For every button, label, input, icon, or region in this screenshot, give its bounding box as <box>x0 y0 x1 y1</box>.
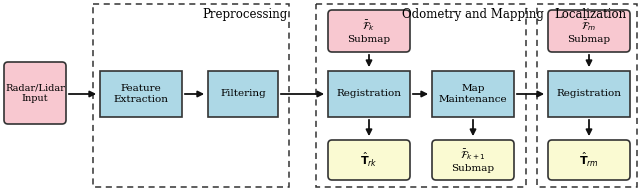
Text: Map
Maintenance: Map Maintenance <box>438 84 508 104</box>
Text: $\bar{\mathcal{F}}_{k+1}$
Submap: $\bar{\mathcal{F}}_{k+1}$ Submap <box>451 147 495 173</box>
Text: $\bar{\mathcal{F}}_m$
Submap: $\bar{\mathcal{F}}_m$ Submap <box>568 18 611 44</box>
Text: $\bar{\mathcal{F}}_k$
Submap: $\bar{\mathcal{F}}_k$ Submap <box>348 18 390 44</box>
Bar <box>548 71 630 117</box>
FancyBboxPatch shape <box>4 62 66 124</box>
FancyBboxPatch shape <box>548 140 630 180</box>
FancyBboxPatch shape <box>328 10 410 52</box>
FancyBboxPatch shape <box>548 10 630 52</box>
Bar <box>328 71 410 117</box>
Text: Registration: Registration <box>337 89 401 99</box>
Text: Filtering: Filtering <box>220 89 266 99</box>
Text: Odometry and Mapping: Odometry and Mapping <box>402 8 544 21</box>
Bar <box>208 71 278 117</box>
Bar <box>93 4 289 187</box>
Text: $\hat{\mathbf{T}}_{rk}$: $\hat{\mathbf{T}}_{rk}$ <box>360 151 378 169</box>
Text: Registration: Registration <box>557 89 621 99</box>
Bar <box>537 4 637 187</box>
Bar <box>432 71 514 117</box>
FancyBboxPatch shape <box>432 140 514 180</box>
Bar <box>316 4 526 187</box>
Bar <box>100 71 182 117</box>
Text: $\hat{\mathbf{T}}_{rm}$: $\hat{\mathbf{T}}_{rm}$ <box>579 151 599 169</box>
FancyBboxPatch shape <box>328 140 410 180</box>
Text: Preprocessing: Preprocessing <box>202 8 287 21</box>
Text: Localization: Localization <box>554 8 626 21</box>
Text: Feature
Extraction: Feature Extraction <box>113 84 168 104</box>
Text: Radar/Lidar
Input: Radar/Lidar Input <box>5 83 65 103</box>
